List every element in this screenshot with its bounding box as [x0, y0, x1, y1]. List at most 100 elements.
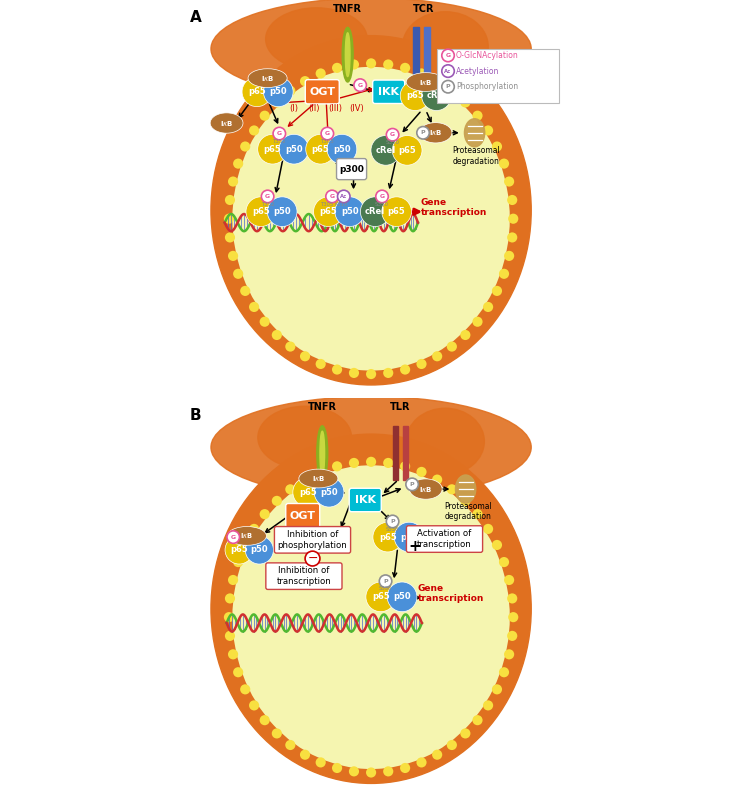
Circle shape [507, 593, 518, 604]
Text: p50: p50 [251, 545, 268, 555]
Circle shape [386, 515, 399, 528]
Text: G: G [390, 133, 395, 137]
Circle shape [272, 330, 282, 340]
Circle shape [416, 359, 427, 369]
Circle shape [332, 365, 342, 375]
Circle shape [483, 524, 494, 534]
Text: p50: p50 [320, 488, 338, 497]
Circle shape [272, 728, 282, 739]
Circle shape [442, 49, 454, 62]
Circle shape [225, 630, 235, 641]
Text: I$\kappa$B: I$\kappa$B [419, 484, 433, 494]
Circle shape [272, 97, 282, 107]
Circle shape [383, 458, 393, 468]
Circle shape [400, 80, 430, 110]
Circle shape [225, 536, 254, 564]
Circle shape [246, 196, 276, 226]
Circle shape [394, 522, 424, 552]
Text: T305: T305 [321, 201, 334, 207]
Circle shape [300, 76, 310, 86]
Circle shape [335, 196, 364, 226]
Circle shape [224, 214, 234, 224]
Circle shape [260, 509, 270, 519]
Circle shape [349, 368, 359, 378]
Ellipse shape [211, 0, 531, 99]
Circle shape [285, 342, 296, 352]
Circle shape [225, 232, 235, 242]
Circle shape [316, 359, 326, 369]
Circle shape [366, 768, 376, 778]
Circle shape [499, 159, 509, 169]
Circle shape [432, 351, 442, 361]
Circle shape [300, 750, 310, 760]
Text: K310: K310 [334, 201, 348, 207]
Text: TNFR: TNFR [333, 4, 362, 14]
Text: P: P [421, 130, 425, 135]
Circle shape [406, 478, 418, 491]
Circle shape [432, 76, 442, 86]
Text: OGT: OGT [309, 87, 335, 97]
FancyBboxPatch shape [266, 563, 342, 589]
FancyBboxPatch shape [350, 488, 381, 512]
Circle shape [233, 269, 243, 279]
Circle shape [483, 125, 494, 136]
FancyBboxPatch shape [437, 49, 559, 103]
Circle shape [504, 251, 515, 261]
Ellipse shape [229, 462, 513, 772]
Circle shape [483, 302, 494, 312]
Text: G: G [329, 194, 334, 199]
Circle shape [432, 474, 442, 484]
Ellipse shape [402, 12, 488, 82]
Circle shape [314, 477, 344, 507]
Circle shape [224, 612, 234, 623]
Circle shape [338, 190, 350, 203]
Text: T352: T352 [272, 139, 286, 144]
Text: TLR: TLR [390, 402, 411, 413]
Ellipse shape [210, 113, 243, 133]
Text: p300: p300 [339, 165, 364, 174]
Ellipse shape [266, 8, 368, 70]
Circle shape [260, 715, 270, 725]
Text: p65: p65 [312, 144, 329, 154]
Circle shape [233, 667, 243, 677]
Circle shape [383, 59, 393, 69]
Text: (II): (II) [309, 104, 320, 113]
Text: p65: p65 [264, 144, 281, 154]
Circle shape [371, 136, 400, 165]
Circle shape [228, 251, 238, 261]
Circle shape [285, 740, 296, 750]
Circle shape [400, 763, 410, 773]
Circle shape [361, 196, 390, 226]
Circle shape [332, 763, 342, 773]
Text: p65: p65 [298, 488, 316, 497]
Circle shape [400, 365, 410, 375]
Circle shape [305, 552, 320, 566]
Ellipse shape [248, 69, 287, 88]
Bar [392, 426, 398, 481]
Circle shape [285, 484, 296, 495]
Circle shape [249, 302, 259, 312]
Text: Gene
transcription: Gene transcription [418, 584, 484, 604]
Circle shape [228, 575, 238, 585]
Circle shape [373, 522, 403, 552]
Circle shape [507, 630, 518, 641]
Circle shape [507, 232, 518, 242]
Circle shape [376, 190, 388, 203]
Text: p65: p65 [406, 92, 424, 100]
FancyBboxPatch shape [274, 526, 350, 553]
Circle shape [499, 557, 509, 567]
Circle shape [292, 477, 322, 507]
FancyBboxPatch shape [406, 525, 482, 552]
Circle shape [332, 462, 342, 471]
Ellipse shape [342, 28, 353, 82]
Text: cRel: cRel [376, 146, 396, 155]
Circle shape [472, 715, 482, 725]
FancyBboxPatch shape [373, 80, 405, 103]
Circle shape [416, 69, 427, 79]
Ellipse shape [229, 63, 513, 374]
Circle shape [279, 134, 309, 164]
Circle shape [492, 286, 502, 296]
Circle shape [272, 495, 282, 506]
Circle shape [240, 684, 250, 694]
Text: O-GlcNAcylation: O-GlcNAcylation [456, 51, 518, 60]
